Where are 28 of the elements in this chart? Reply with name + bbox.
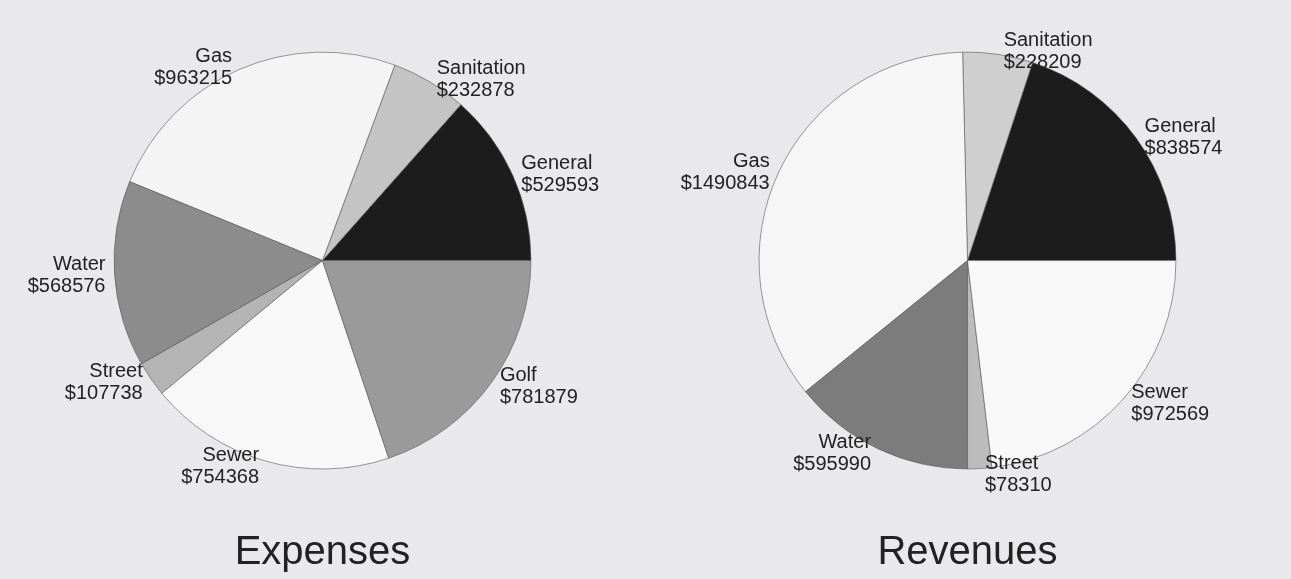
data-label: $228209 xyxy=(1003,50,1082,73)
slice-label: Water xyxy=(818,430,872,453)
data-label: $963215 xyxy=(154,66,233,89)
slice-label: Gas xyxy=(733,149,770,172)
data-label: $595990 xyxy=(793,452,872,475)
data-label: $754368 xyxy=(181,464,260,487)
slice-label: Water xyxy=(52,252,106,275)
text: Expenses xyxy=(234,528,411,572)
data-label: $781879 xyxy=(499,384,578,407)
data-label: $232878 xyxy=(436,78,515,101)
slice-label: General xyxy=(521,151,593,174)
data-label: $529593 xyxy=(521,173,600,196)
slice-label: Street xyxy=(89,359,144,382)
slice-label: Sanitation xyxy=(1003,28,1093,51)
slice-label: Gas xyxy=(195,44,233,67)
slice-label: Sanitation xyxy=(436,56,526,79)
data-label: $1490843 xyxy=(680,171,770,194)
data-label: $78310 xyxy=(985,472,1052,495)
slice-label: Sewer xyxy=(202,442,260,465)
data-label: $107738 xyxy=(64,381,143,404)
slice-label: Sewer xyxy=(1131,379,1189,402)
data-label: $568576 xyxy=(27,274,106,297)
data-label: $972569 xyxy=(1131,401,1210,424)
slice-label: General xyxy=(1144,113,1216,136)
slice-label: Golf xyxy=(499,362,538,385)
text: Revenues xyxy=(877,528,1058,572)
data-label: $838574 xyxy=(1144,135,1223,158)
slice-label: Street xyxy=(985,450,1039,473)
